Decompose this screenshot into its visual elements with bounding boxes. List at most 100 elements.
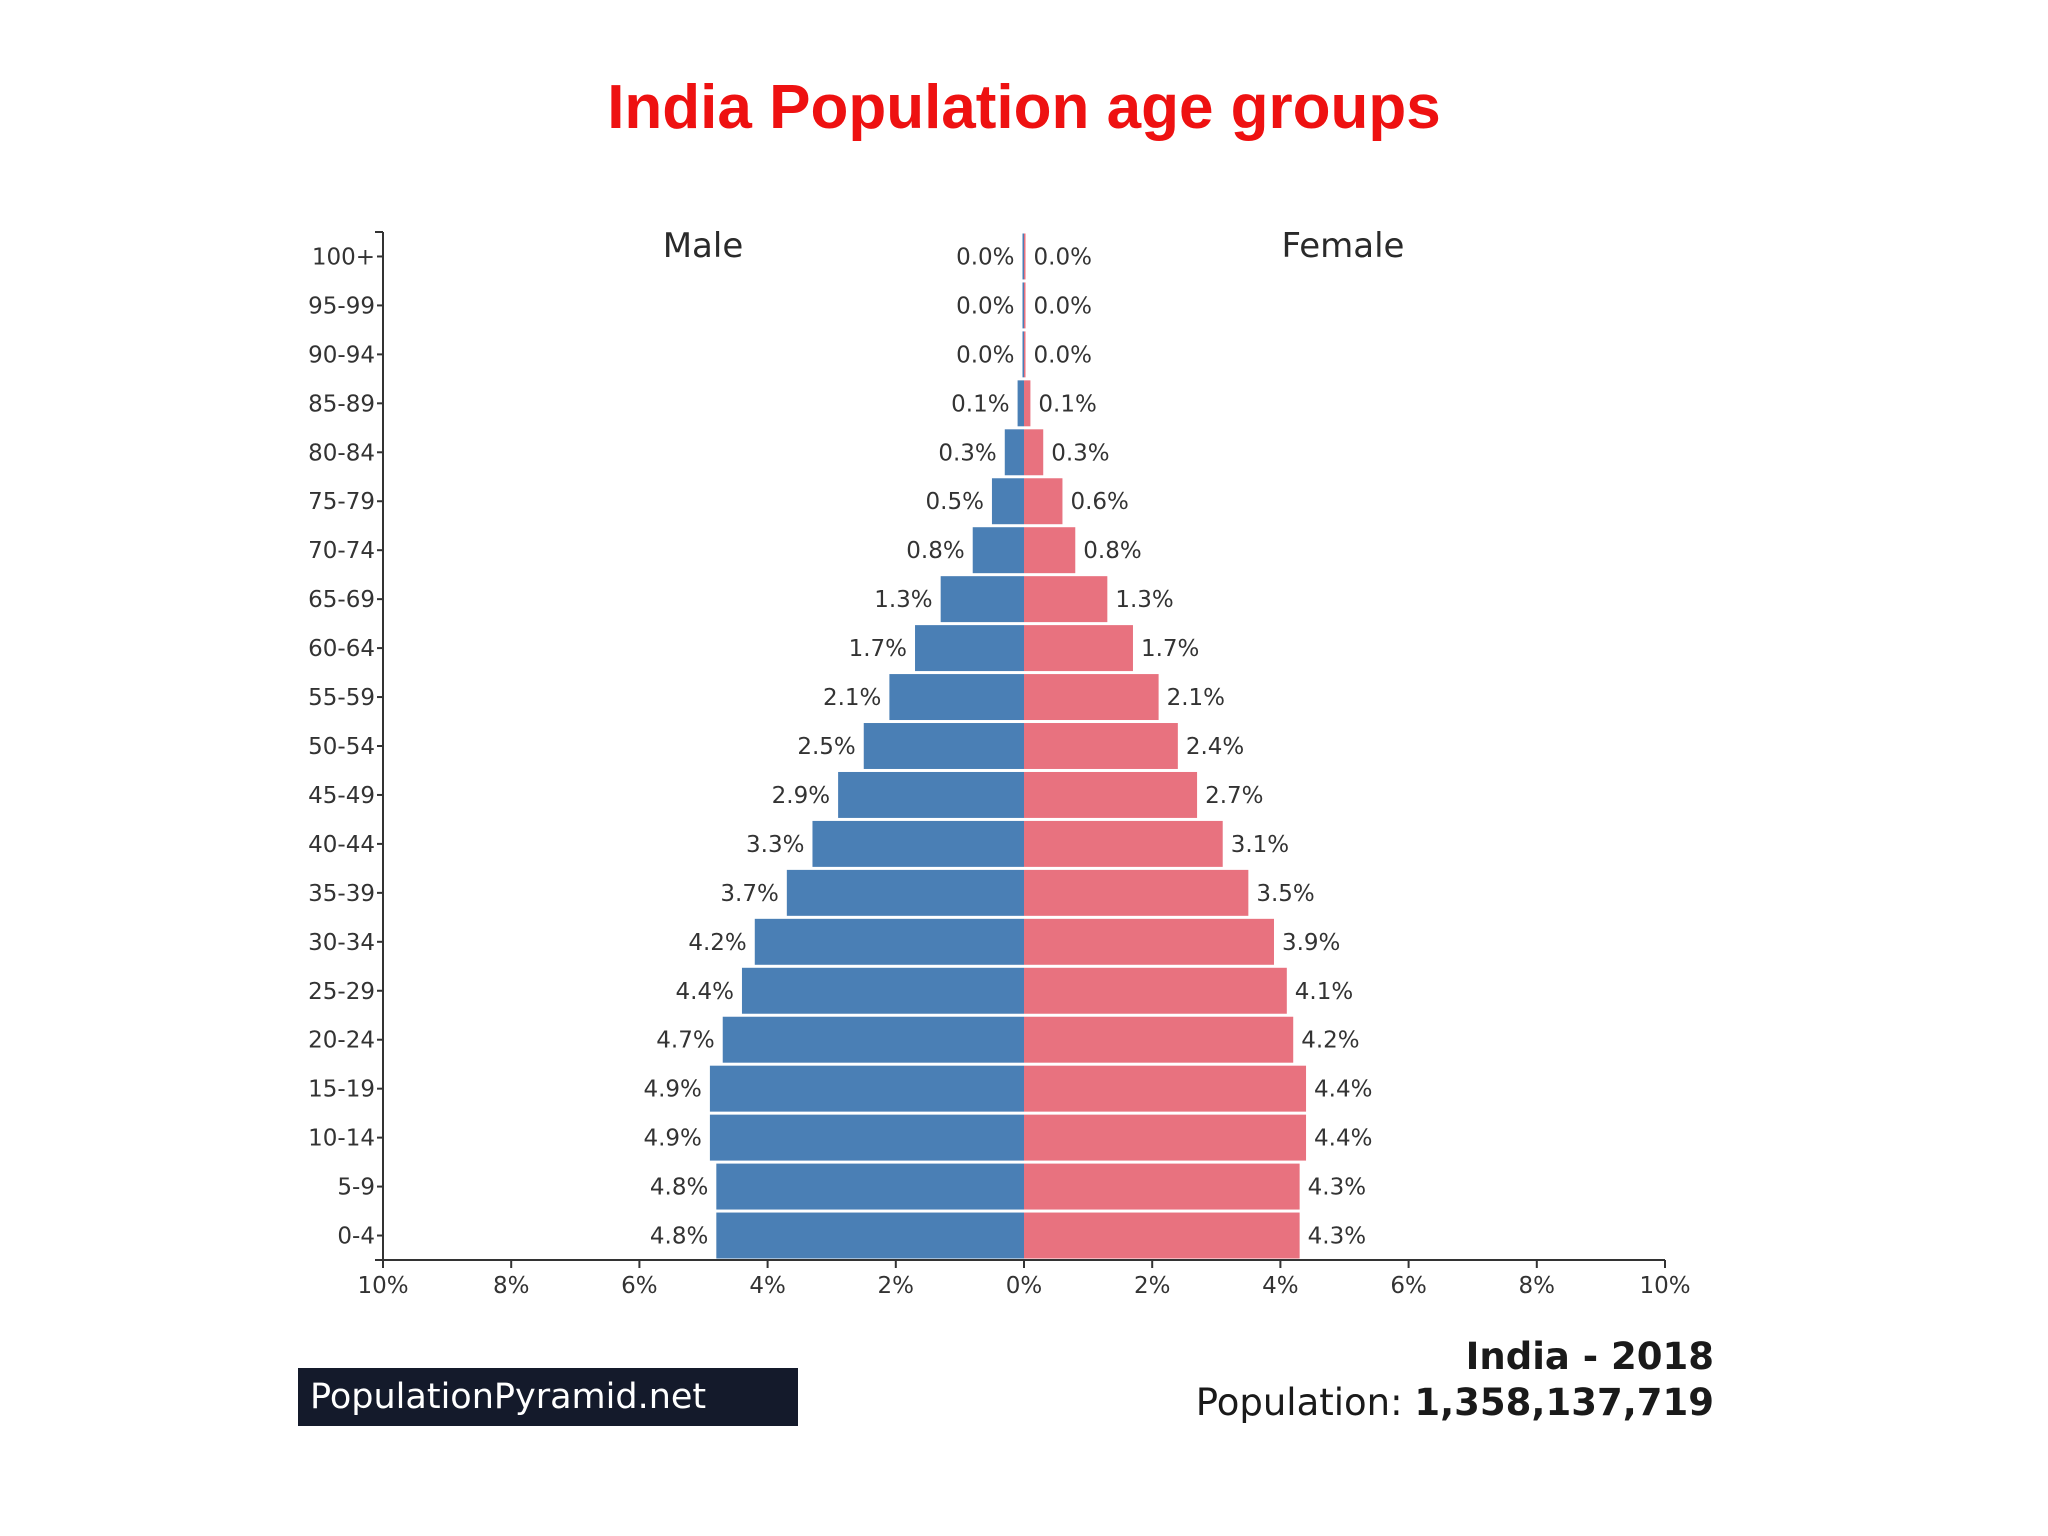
- female-bar: [1024, 380, 1031, 427]
- female-value-label: 0.3%: [1051, 440, 1109, 466]
- age-group-label: 25-29: [308, 979, 375, 1005]
- male-bar: [709, 1065, 1024, 1112]
- female-value-label: 0.6%: [1070, 489, 1128, 515]
- female-value-label: 0.8%: [1083, 538, 1141, 564]
- male-value-label: 0.3%: [938, 440, 996, 466]
- male-value-label: 0.0%: [956, 342, 1014, 368]
- x-tick-label: 6%: [621, 1273, 658, 1299]
- male-value-label: 2.9%: [772, 783, 830, 809]
- x-tick-label: 2%: [1134, 1273, 1171, 1299]
- male-bar: [889, 674, 1024, 721]
- age-group-label: 20-24: [308, 1028, 375, 1054]
- male-bar: [741, 967, 1024, 1014]
- age-group-label: 50-54: [308, 734, 375, 760]
- female-bar: [1024, 625, 1133, 672]
- female-value-label: 2.7%: [1205, 783, 1263, 809]
- male-value-label: 0.0%: [956, 293, 1014, 319]
- age-group-label: 40-44: [308, 832, 375, 858]
- female-bar: [1024, 1212, 1300, 1259]
- male-bar: [1022, 233, 1024, 280]
- male-bar: [1022, 331, 1024, 378]
- male-bar: [991, 478, 1024, 525]
- male-value-label: 0.5%: [926, 489, 984, 515]
- age-group-label: 15-19: [308, 1077, 375, 1103]
- male-value-label: 4.9%: [643, 1077, 701, 1103]
- age-group-label: 5-9: [337, 1175, 375, 1201]
- male-value-label: 4.2%: [688, 930, 746, 956]
- axes-layer: [375, 231, 1666, 1268]
- female-bar: [1024, 478, 1063, 525]
- male-value-label: 2.5%: [797, 734, 855, 760]
- male-bar: [838, 771, 1024, 818]
- female-value-label: 0.0%: [1034, 342, 1092, 368]
- female-value-label: 0.0%: [1034, 244, 1092, 270]
- female-bar: [1024, 1114, 1307, 1161]
- male-value-label: 0.0%: [956, 244, 1014, 270]
- female-value-label: 4.1%: [1295, 979, 1353, 1005]
- caption-block: India - 2018 Population: 1,358,137,719: [1196, 1334, 1714, 1426]
- male-value-label: 2.1%: [823, 685, 881, 711]
- female-bar: [1024, 918, 1274, 965]
- female-value-label: 0.0%: [1034, 293, 1092, 319]
- female-value-label: 4.2%: [1301, 1028, 1359, 1054]
- male-bar: [915, 625, 1024, 672]
- source-badge: PopulationPyramid.net: [298, 1368, 798, 1426]
- male-bar: [709, 1114, 1024, 1161]
- male-side-label: Male: [663, 226, 744, 266]
- female-value-label: 4.4%: [1314, 1077, 1372, 1103]
- female-bar: [1024, 527, 1076, 574]
- male-value-label: 4.4%: [676, 979, 734, 1005]
- female-value-label: 3.5%: [1256, 881, 1314, 907]
- male-bar: [940, 576, 1024, 623]
- male-bar: [1017, 380, 1024, 427]
- female-bar: [1024, 576, 1108, 623]
- age-group-label: 55-59: [308, 685, 375, 711]
- male-value-label: 0.8%: [906, 538, 964, 564]
- age-group-label: 75-79: [308, 489, 375, 515]
- labels-layer: 0.0% 0.0% 100+ 0.0% 0.0% 95-99 0.0% 0.0% 90-94 0.…: [308, 244, 1690, 1299]
- male-value-label: 4.7%: [656, 1028, 714, 1054]
- x-tick-label: 0%: [1006, 1273, 1043, 1299]
- male-bar: [716, 1163, 1024, 1210]
- male-value-label: 1.7%: [849, 636, 907, 662]
- caption-population-value: 1,358,137,719: [1414, 1381, 1714, 1424]
- female-value-label: 4.3%: [1308, 1175, 1366, 1201]
- male-value-label: 3.7%: [720, 881, 778, 907]
- slide-title: India Population age groups: [607, 73, 1441, 142]
- female-value-label: 2.1%: [1167, 685, 1225, 711]
- male-value-label: 4.8%: [650, 1175, 708, 1201]
- x-tick-label: 2%: [878, 1273, 915, 1299]
- female-value-label: 3.9%: [1282, 930, 1340, 956]
- female-value-label: 0.1%: [1038, 391, 1096, 417]
- female-bar: [1024, 967, 1287, 1014]
- male-bar: [754, 918, 1024, 965]
- male-bar: [863, 723, 1024, 769]
- male-bar: [812, 820, 1024, 867]
- female-bar: [1024, 1065, 1307, 1112]
- female-value-label: 4.3%: [1308, 1224, 1366, 1250]
- female-bar: [1024, 429, 1044, 476]
- female-bar: [1024, 282, 1026, 329]
- x-tick-label: 8%: [493, 1273, 530, 1299]
- male-bar: [786, 869, 1024, 916]
- age-group-label: 35-39: [308, 881, 375, 907]
- male-value-label: 3.3%: [746, 832, 804, 858]
- age-group-label: 0-4: [337, 1224, 375, 1250]
- age-group-label: 90-94: [308, 342, 375, 368]
- female-value-label: 2.4%: [1186, 734, 1244, 760]
- caption-country-year: India - 2018: [1465, 1335, 1714, 1378]
- age-group-label: 45-49: [308, 783, 375, 809]
- age-group-label: 30-34: [308, 930, 375, 956]
- female-value-label: 4.4%: [1314, 1126, 1372, 1152]
- female-bar: [1024, 674, 1159, 721]
- female-bar: [1024, 1163, 1300, 1210]
- caption-population-label: Population:: [1195, 1381, 1403, 1424]
- female-bar: [1024, 331, 1026, 378]
- caption-population-line: Population: 1,358,137,719: [1196, 1380, 1714, 1426]
- age-group-label: 85-89: [308, 391, 375, 417]
- age-group-label: 70-74: [308, 538, 375, 564]
- male-bar: [1022, 282, 1024, 329]
- female-value-label: 1.7%: [1141, 636, 1199, 662]
- female-bar: [1024, 1016, 1294, 1063]
